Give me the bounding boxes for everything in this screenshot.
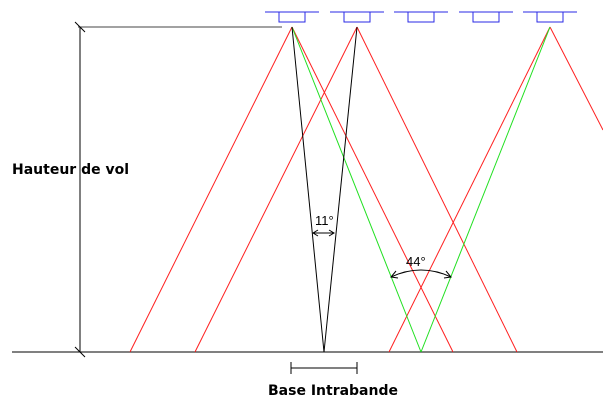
- flight-height-label: Hauteur de vol: [12, 162, 129, 178]
- camera-icon: [265, 11, 319, 23]
- camera-icon: [394, 11, 448, 23]
- height-dimension: [74, 21, 86, 358]
- small-angle-marker: [312, 229, 335, 237]
- red-view-cones: [129, 26, 603, 353]
- black-angle-rays: [291, 26, 358, 353]
- camera-icon: [459, 11, 513, 23]
- wide-angle-marker: [390, 269, 452, 279]
- camera-icon: [523, 11, 577, 23]
- green-angle-rays: [291, 26, 551, 353]
- camera-icon: [330, 11, 384, 23]
- wide-angle-label: 44°: [406, 254, 426, 269]
- intraband-base-label: Base Intrabande: [268, 383, 398, 398]
- base-dimension: [290, 362, 358, 374]
- small-angle-label: 11°: [315, 213, 334, 228]
